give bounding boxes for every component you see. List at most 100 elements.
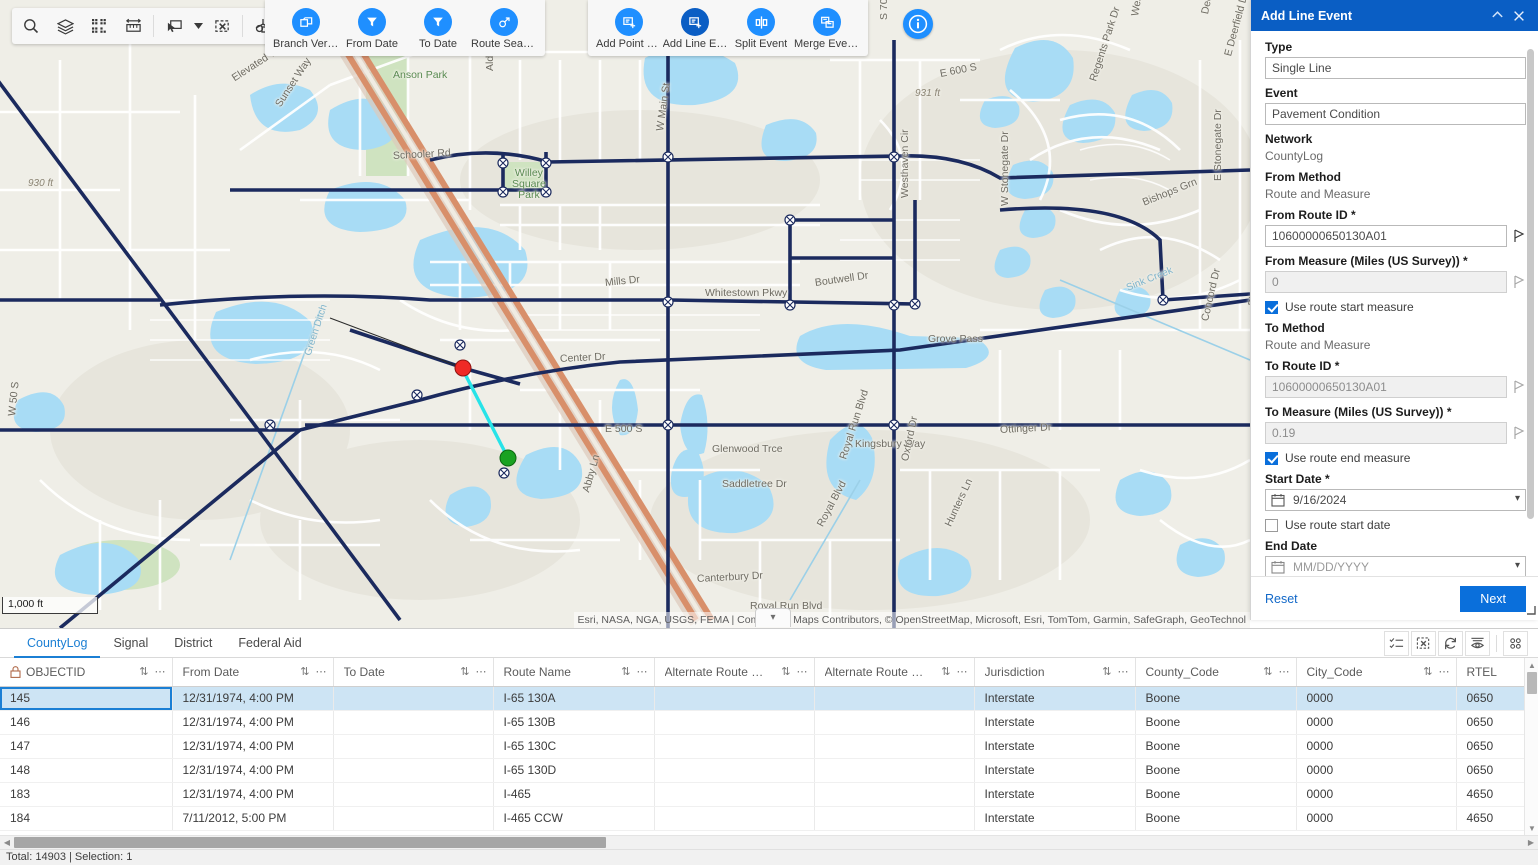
sort-icon-7[interactable]: ⇅ (1263, 666, 1273, 679)
type-select[interactable]: Single Line (1265, 57, 1526, 79)
cell-0-0[interactable]: 145 (0, 686, 173, 711)
clear-selection-tool[interactable] (206, 10, 238, 42)
column-menu-icon-8[interactable]: ⋯ (1438, 666, 1450, 679)
reset-button[interactable]: Reset (1265, 591, 1298, 606)
cell-1-6[interactable]: Interstate (974, 710, 1136, 735)
layers-tool[interactable] (49, 10, 81, 42)
cell-1-0[interactable]: 146 (0, 710, 173, 735)
cell-4-8[interactable]: 0000 (1296, 782, 1457, 807)
grid-hscroll-thumb[interactable] (14, 837, 606, 848)
add-point-event-button[interactable]: Add Point E… (596, 0, 662, 56)
from-measure-pick-icon[interactable] (1512, 274, 1526, 290)
split-event-button[interactable]: Split Event (728, 0, 794, 56)
cell-2-5[interactable] (814, 734, 975, 759)
cell-3-6[interactable]: Interstate (974, 758, 1136, 783)
cell-4-2[interactable] (333, 782, 494, 807)
table-tab-federal-aid[interactable]: Federal Aid (238, 635, 302, 650)
cell-0-7[interactable]: Boone (1135, 686, 1297, 711)
cell-3-3[interactable]: I-65 130D (493, 758, 655, 783)
to-measure-pick-icon[interactable] (1512, 425, 1526, 441)
grid-header-9[interactable]: RTEL (1456, 658, 1525, 687)
cell-4-9[interactable]: 4650 (1456, 782, 1525, 807)
cell-1-1[interactable]: 12/31/1974, 4:00 PM (172, 710, 334, 735)
event-select-wrap[interactable]: Pavement Condition (1265, 103, 1526, 125)
route-search-button[interactable]: Route Search (471, 0, 537, 56)
grid-header-1[interactable]: From Date ⇅ ⋯ (172, 658, 334, 687)
cell-3-5[interactable] (814, 758, 975, 783)
table-tab-signal[interactable]: Signal (113, 635, 149, 650)
table-row[interactable]: 183 12/31/1974, 4:00 PM I-465 Interstate Boo… (0, 782, 1525, 807)
sort-icon-2[interactable]: ⇅ (460, 666, 470, 679)
scroll-right-icon[interactable]: ▶ (1527, 838, 1535, 847)
use-route-start-measure-checkbox[interactable] (1265, 300, 1278, 314)
cell-1-8[interactable]: 0000 (1296, 710, 1457, 735)
to-measure-input[interactable] (1265, 422, 1507, 444)
table-row[interactable]: 146 12/31/1974, 4:00 PM I-65 130B Interstat… (0, 710, 1525, 735)
type-select-wrap[interactable]: Single Line (1265, 57, 1526, 79)
branch-version-button[interactable]: Branch Vers… (273, 0, 339, 56)
attribution-collapse-icon[interactable]: ▾ (755, 608, 791, 627)
cell-2-6[interactable]: Interstate (974, 734, 1136, 759)
table-row[interactable]: 145 12/31/1974, 4:00 PM I-65 130A Interstat… (0, 686, 1525, 711)
cell-0-6[interactable]: Interstate (974, 686, 1136, 711)
search-tool[interactable] (15, 10, 47, 42)
cell-3-4[interactable] (654, 758, 815, 783)
sort-icon-5[interactable]: ⇅ (941, 666, 951, 679)
cell-1-3[interactable]: I-65 130B (493, 710, 655, 735)
grid-vscroll-thumb[interactable] (1527, 672, 1537, 694)
map-tools-toolbar[interactable] (12, 8, 282, 44)
from-route-id-input[interactable] (1265, 225, 1507, 247)
to-route-id-row[interactable] (1265, 376, 1526, 398)
from-date-button[interactable]: From Date (339, 0, 405, 56)
cell-4-0[interactable]: 183 (0, 782, 173, 807)
cell-2-3[interactable]: I-65 130C (493, 734, 655, 759)
panel-resize-grip[interactable] (1526, 604, 1536, 618)
cell-5-1[interactable]: 7/11/2012, 5:00 PM (172, 806, 334, 831)
cell-2-8[interactable]: 0000 (1296, 734, 1457, 759)
grid-header-2[interactable]: To Date ⇅ ⋯ (333, 658, 494, 687)
scroll-up-icon[interactable]: ▲ (1528, 660, 1536, 670)
sort-icon-6[interactable]: ⇅ (1102, 666, 1112, 679)
table-tab-bar[interactable]: CountyLog Signal District Federal Aid (0, 629, 1538, 658)
cell-0-2[interactable] (333, 686, 494, 711)
cell-0-3[interactable]: I-65 130A (493, 686, 655, 711)
column-menu-icon-6[interactable]: ⋯ (1117, 666, 1129, 679)
grid-dots-icon[interactable] (1503, 631, 1528, 656)
table-row[interactable]: 147 12/31/1974, 4:00 PM I-65 130C Interstat… (0, 734, 1525, 759)
cell-1-9[interactable]: 0650 (1456, 710, 1525, 735)
cell-2-7[interactable]: Boone (1135, 734, 1297, 759)
cell-5-7[interactable]: Boone (1135, 806, 1297, 831)
from-route-id-row[interactable] (1265, 225, 1526, 247)
event-ribbon-group[interactable]: Add Point E… Add Line E… Split Event Mer… (588, 0, 868, 56)
measure-tool[interactable] (117, 10, 149, 42)
cell-3-0[interactable]: 148 (0, 758, 173, 783)
end-date-input[interactable] (1265, 556, 1526, 576)
to-route-pick-icon[interactable] (1512, 379, 1526, 395)
cell-5-3[interactable]: I-465 CCW (493, 806, 655, 831)
sort-icon-3[interactable]: ⇅ (621, 666, 631, 679)
start-date-wrap[interactable]: ▾ (1265, 489, 1526, 511)
cell-3-1[interactable]: 12/31/1974, 4:00 PM (172, 758, 334, 783)
cell-2-1[interactable]: 12/31/1974, 4:00 PM (172, 734, 334, 759)
use-route-start-date-checkbox[interactable] (1265, 518, 1278, 532)
cell-4-6[interactable]: Interstate (974, 782, 1136, 807)
from-route-pick-icon[interactable] (1512, 228, 1526, 244)
close-icon[interactable] (1508, 5, 1530, 27)
table-toolbar[interactable] (1384, 631, 1528, 656)
cell-5-8[interactable]: 0000 (1296, 806, 1457, 831)
basemap-tool[interactable] (83, 10, 115, 42)
cell-2-9[interactable]: 0650 (1456, 734, 1525, 759)
column-menu-icon-3[interactable]: ⋯ (636, 666, 648, 679)
panel-scrollbar[interactable] (1527, 35, 1536, 555)
refresh-icon[interactable] (1438, 631, 1463, 656)
select-tool-dropdown[interactable] (191, 10, 205, 42)
column-menu-icon-2[interactable]: ⋯ (475, 666, 487, 679)
cell-5-4[interactable] (654, 806, 815, 831)
chevron-up-icon[interactable] (1486, 5, 1508, 27)
grid-header-3[interactable]: Route Name ⇅ ⋯ (493, 658, 655, 687)
add-line-event-panel[interactable]: Add Line Event Type Single Line Event Pa… (1250, 0, 1538, 620)
column-menu-icon-4[interactable]: ⋯ (796, 666, 808, 679)
panel-body[interactable]: Type Single Line Event Pavement Conditio… (1251, 31, 1538, 576)
to-measure-row[interactable] (1265, 422, 1526, 444)
